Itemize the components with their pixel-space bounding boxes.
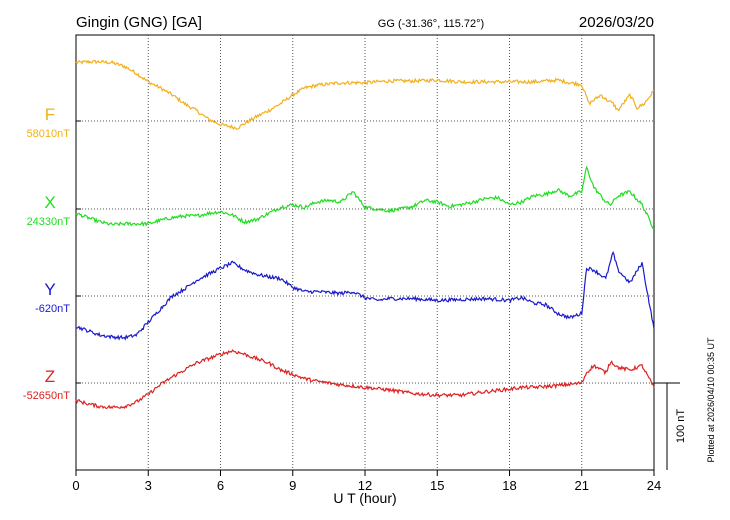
x-axis-label: U T (hour) [333,490,396,506]
x-tick-label: 3 [145,478,152,493]
x-tick-label: 15 [430,478,444,493]
series-baseline-f: 58010nT [27,128,71,140]
series-line-z [75,349,655,410]
station-title: Gingin (GNG) [GA] [76,14,202,31]
series-baseline-y: -620nT [35,303,70,315]
series-labels: F 58010nT X 24330nT Y -620nT Z -52650nT [23,105,70,402]
series-baseline-z: -52650nT [23,390,70,402]
series-line-y [75,250,655,341]
series-name-f: F [45,105,55,124]
x-tick-label: 24 [647,478,661,493]
x-tick-label: 9 [289,478,296,493]
scale-bar-label: 100 nT [675,409,687,444]
plotted-at-note: Plotted at 2026/04/10 00:35 UT [706,337,716,463]
data-series [75,59,655,410]
plot-date: 2026/03/20 [579,14,654,31]
series-name-x: X [44,193,55,212]
x-axis-ticks: 0 3 6 9 12 15 18 21 24 [72,120,661,493]
series-name-z: Z [45,367,55,386]
station-coordinates: GG (-31.36°, 115.72°) [378,18,484,30]
series-line-f [75,59,655,131]
x-tick-label: 12 [358,478,372,493]
x-tick-label: 6 [217,478,224,493]
x-tick-label: 18 [502,478,516,493]
series-baseline-x: 24330nT [27,216,71,228]
x-tick-label: 0 [72,478,79,493]
grid-lines [76,35,654,470]
series-line-x [75,165,655,230]
series-name-y: Y [44,280,55,299]
x-tick-label: 21 [575,478,589,493]
